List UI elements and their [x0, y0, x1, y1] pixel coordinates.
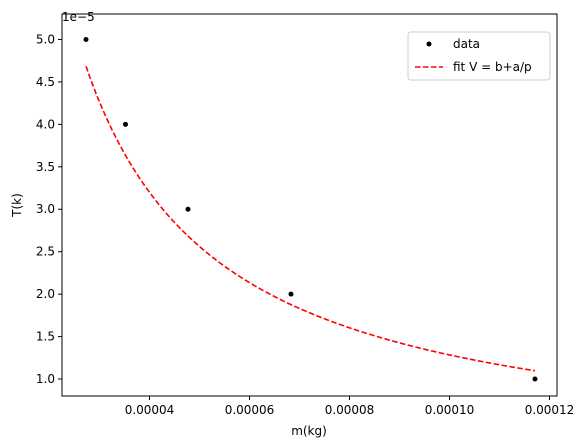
plot-frame — [61, 13, 558, 397]
y-tick-label: 5.0 — [36, 32, 55, 46]
y-axis-label: T(k) — [10, 193, 24, 218]
y-tick-label: 4.0 — [36, 117, 55, 131]
y-tick-label: 4.5 — [36, 75, 55, 89]
y-tick-label: 2.5 — [36, 245, 55, 259]
data-point — [83, 36, 89, 42]
fit-line — [85, 65, 536, 372]
x-tick-label: 0.00008 — [325, 403, 375, 417]
x-axis-label: m(kg) — [291, 424, 327, 438]
x-tick-label: 0.00010 — [425, 403, 475, 417]
x-tick-label: 0.00006 — [225, 403, 275, 417]
y-tick-label: 3.0 — [36, 202, 55, 216]
y-tick-label: 3.5 — [36, 160, 55, 174]
y-tick-label: 1.0 — [36, 372, 55, 386]
legend-label-fit: fit V = b+a/p — [453, 60, 532, 74]
data-point — [185, 206, 191, 212]
legend-marker-data — [426, 41, 432, 47]
data-point — [123, 121, 128, 127]
data-point — [532, 376, 538, 382]
y-tick-label: 1.5 — [36, 330, 55, 344]
y-offset-label: 1e−5 — [62, 10, 95, 24]
x-tick-label: 0.00004 — [125, 403, 175, 417]
x-tick-label: 0.00012 — [525, 403, 575, 417]
y-tick-label: 2.0 — [36, 287, 55, 301]
data-point — [288, 291, 294, 297]
legend-label-data: data — [453, 37, 480, 51]
legend-box — [407, 31, 551, 81]
legend: data fit V = b+a/p — [407, 31, 551, 81]
